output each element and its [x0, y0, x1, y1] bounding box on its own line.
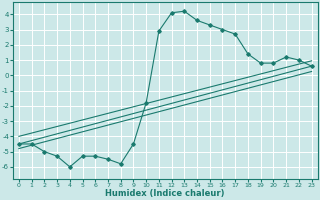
X-axis label: Humidex (Indice chaleur): Humidex (Indice chaleur) [106, 189, 225, 198]
